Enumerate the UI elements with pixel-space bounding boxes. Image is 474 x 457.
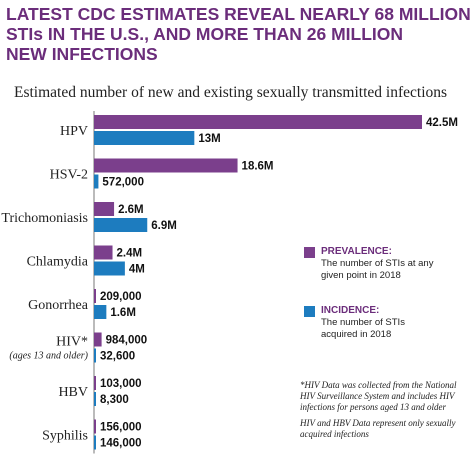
data-label-prevalence: 2.4M — [117, 248, 143, 260]
bar-prevalence — [94, 376, 96, 390]
bar-prevalence — [94, 202, 115, 216]
footnote-hbv: HIV and HBV Data represent only sexually… — [300, 418, 456, 439]
category-label: Gonorrhea — [28, 298, 89, 313]
bar-prevalence — [94, 419, 96, 434]
title-line-1: LATEST CDC ESTIMATES REVEAL NEARLY 68 MI… — [6, 4, 471, 24]
data-label-prevalence: 984,000 — [106, 335, 148, 347]
title-line-3: NEW INFECTIONS — [6, 44, 158, 64]
legend-prevalence-desc: The number of STIs at any given point in… — [321, 258, 434, 281]
legend-incidence-name: INCIDENCE: — [321, 305, 380, 316]
category-label: HIV* — [56, 335, 88, 350]
data-label-incidence: 572,000 — [102, 177, 144, 189]
bar-prevalence — [94, 289, 96, 303]
bar-prevalence — [94, 158, 238, 173]
category-label: HBV — [58, 385, 88, 400]
data-label-incidence: 146,000 — [100, 438, 142, 450]
bar-incidence — [94, 392, 96, 406]
data-label-incidence: 32,600 — [100, 351, 135, 363]
bar-prevalence — [94, 115, 422, 129]
legend-incidence-desc: The number of STIs acquired in 2018 — [321, 317, 405, 340]
bar-incidence — [94, 218, 148, 232]
data-label-prevalence: 42.5M — [426, 117, 458, 129]
legend-prevalence-name: PREVALENCE: — [321, 246, 392, 257]
bar-prevalence — [94, 245, 113, 260]
data-label-incidence: 8,300 — [100, 394, 129, 406]
bar-incidence — [94, 261, 125, 276]
title-line-2: STIs IN THE U.S., AND MORE THAN 26 MILLI… — [6, 24, 404, 44]
chart-title: LATEST CDC ESTIMATES REVEAL NEARLY 68 MI… — [6, 4, 471, 64]
bar-incidence — [94, 131, 195, 145]
bar-incidence — [94, 348, 96, 363]
data-label-prevalence: 156,000 — [100, 422, 142, 434]
legend-incidence-swatch — [304, 306, 315, 317]
legend-prevalence-swatch — [304, 247, 315, 258]
category-label: HSV-2 — [50, 168, 88, 183]
bar-prevalence — [94, 332, 102, 347]
footnote-hiv: *HIV Data was collected from the Nationa… — [300, 380, 457, 412]
category-label: Chlamydia — [27, 255, 89, 270]
data-label-prevalence: 209,000 — [100, 291, 142, 303]
bar-incidence — [94, 305, 107, 319]
category-label: Syphilis — [42, 429, 88, 444]
bar-incidence — [94, 435, 96, 450]
category-note: (ages 13 and older) — [9, 351, 88, 362]
chart-subtitle: Estimated number of new and existing sex… — [14, 84, 448, 101]
data-label-prevalence: 103,000 — [100, 378, 142, 390]
data-label-incidence: 6.9M — [151, 220, 177, 232]
data-label-prevalence: 2.6M — [118, 204, 144, 216]
bar-incidence — [94, 174, 99, 189]
data-label-prevalence: 18.6M — [242, 161, 274, 173]
data-label-incidence: 13M — [198, 133, 220, 145]
category-label: HPV — [60, 124, 88, 139]
data-label-incidence: 4M — [129, 264, 145, 276]
data-label-incidence: 1.6M — [110, 307, 136, 319]
category-label: Trichomoniasis — [1, 211, 88, 226]
